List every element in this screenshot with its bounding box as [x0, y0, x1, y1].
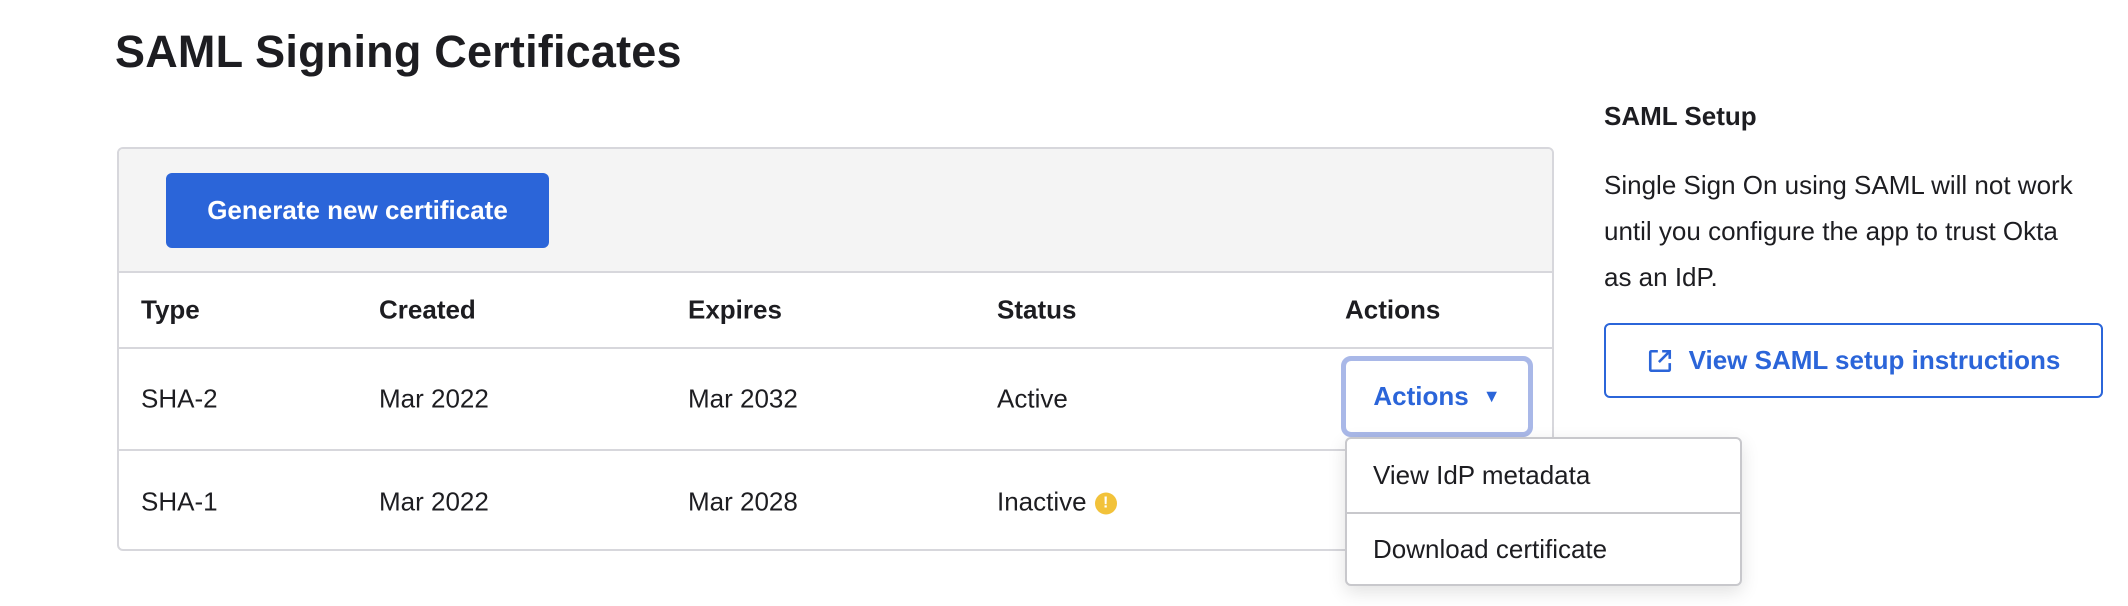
page-title: SAML Signing Certificates	[115, 26, 682, 77]
saml-setup-heading: SAML Setup	[1604, 101, 1757, 131]
cell-expires: Mar 2032	[688, 383, 798, 414]
table-header: Type Created Expires Status Actions	[119, 273, 1552, 349]
column-header-actions: Actions	[1345, 294, 1441, 325]
table-row: SHA-1 Mar 2022 Mar 2028 Inactive!	[119, 451, 1552, 549]
actions-dropdown-button[interactable]: Actions ▼	[1341, 356, 1533, 437]
actions-menu: View IdP metadata Download certificate	[1345, 437, 1742, 586]
certificates-card: Generate new certificate Type Created Ex…	[117, 147, 1554, 551]
cell-type: SHA-2	[141, 383, 218, 414]
cell-expires: Mar 2028	[688, 486, 798, 517]
menu-item-view-idp-metadata[interactable]: View IdP metadata	[1373, 460, 1591, 490]
cell-status: Active	[997, 383, 1068, 414]
column-header-expires: Expires	[688, 294, 782, 325]
column-header-status: Status	[997, 294, 1077, 325]
actions-label: Actions	[1373, 381, 1469, 411]
link-label: View SAML setup instructions	[1688, 345, 2061, 375]
saml-setup-text: Single Sign On using SAML will not work …	[1604, 170, 2073, 292]
generate-certificate-button[interactable]: Generate new certificate	[166, 173, 549, 248]
view-saml-instructions-button[interactable]: View SAML setup instructions	[1604, 323, 2103, 398]
card-toolbar: Generate new certificate	[119, 149, 1552, 273]
cell-created: Mar 2022	[379, 486, 489, 517]
menu-item-download-certificate[interactable]: Download certificate	[1347, 512, 1740, 585]
cell-type: SHA-1	[141, 486, 218, 517]
table-row: SHA-2 Mar 2022 Mar 2032 Active	[119, 349, 1552, 451]
external-link-icon	[1648, 349, 1671, 372]
column-header-type: Type	[141, 294, 200, 325]
column-header-created: Created	[379, 294, 476, 325]
caret-down-icon: ▼	[1482, 386, 1501, 406]
warning-icon: !	[1094, 492, 1117, 515]
cell-status: Inactive!	[997, 487, 1117, 518]
cell-created: Mar 2022	[379, 383, 489, 414]
status-text: Inactive	[997, 486, 1087, 517]
